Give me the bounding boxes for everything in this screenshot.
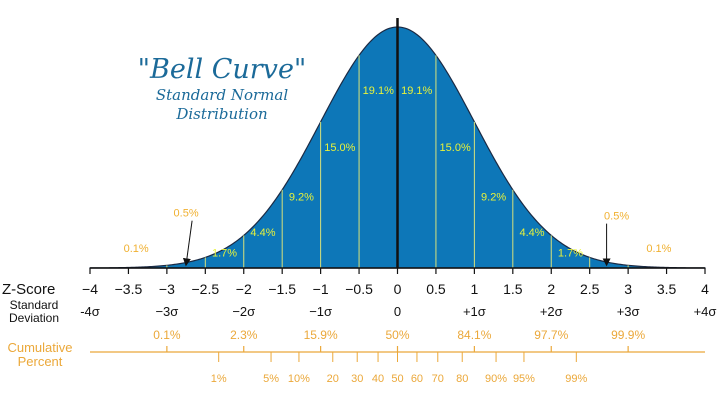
std-dev-tick-label: +2σ xyxy=(540,304,563,319)
region-percent-label: 1.7% xyxy=(558,247,583,259)
z-tick-label: 2 xyxy=(547,281,555,297)
cumulative-minor-label: 99% xyxy=(565,373,587,385)
cumulative-percent-axis: 0.1% 2.3% 15.9% 50% 84.1% 97.7% 99.9% 1% 5% 10% 20… xyxy=(90,328,705,385)
std-dev-axis: -4σ −3σ −2σ −1σ 0 +1σ +2σ +3σ +4σ xyxy=(80,304,716,319)
cumulative-minor-label: 5% xyxy=(263,373,279,385)
cumulative-minor-label: 60 xyxy=(411,373,423,385)
cumulative-minor-label: 95% xyxy=(513,373,535,385)
sigma-dividers xyxy=(127,18,668,268)
z-score-axis: −4 −3.5 −3 −2.5 −2 −1.5 −1 −0.5 0 0.5 1 1.5 2 2.5 3 3.5… xyxy=(82,267,709,297)
tail-callout-arrow xyxy=(182,220,193,267)
z-tick-label: −4 xyxy=(82,281,98,297)
cumulative-major-label: 97.7% xyxy=(534,328,568,342)
cumulative-minor-label: 90% xyxy=(485,373,507,385)
region-percent-label: 19.1% xyxy=(363,85,394,97)
region-percent-label: 1.7% xyxy=(212,247,237,259)
z-tick-label: 0 xyxy=(394,281,402,297)
z-tick-label: −3.5 xyxy=(115,281,143,297)
std-dev-axis-label-line2: Deviation xyxy=(9,311,59,325)
std-dev-tick-label: −1σ xyxy=(309,304,332,319)
cumulative-minor-label: 50 xyxy=(391,373,403,385)
z-tick-label: 0.5 xyxy=(426,281,446,297)
region-percent-label: 4.4% xyxy=(519,227,544,239)
cumulative-minor-label: 20 xyxy=(327,373,339,385)
z-tick-label: 1.5 xyxy=(503,281,523,297)
region-percent-label: 19.1% xyxy=(401,85,432,97)
cumulative-major-label: 99.9% xyxy=(611,328,645,342)
z-tick-label: 2.5 xyxy=(580,281,600,297)
region-percent-label: 0.1% xyxy=(646,243,671,255)
tail-callouts: 0.5% 0.5% xyxy=(174,208,629,267)
cumulative-major-label: 15.9% xyxy=(304,328,338,342)
z-tick-label: 1 xyxy=(470,281,478,297)
z-tick-label: 4 xyxy=(701,281,709,297)
region-percent-label: 9.2% xyxy=(481,192,506,204)
z-tick-label: −2 xyxy=(236,281,252,297)
z-tick-label: −1 xyxy=(313,281,329,297)
std-dev-tick-label: −2σ xyxy=(232,304,255,319)
cumulative-axis-label-line1: Cumulative xyxy=(7,340,72,355)
cumulative-minor-label: 40 xyxy=(372,373,384,385)
std-dev-axis-label-line1: Standard xyxy=(10,298,59,312)
region-percent-label: 0.1% xyxy=(124,243,149,255)
std-dev-tick-label: 0 xyxy=(394,304,401,319)
std-dev-tick-label: +1σ xyxy=(463,304,486,319)
region-percent-labels: 19.1% 19.1% 15.0% 15.0% 9.2% 9.2% 4.4% 4.4% 1.7%… xyxy=(124,85,672,260)
chart-subtitle-line2: Distribution xyxy=(175,105,267,123)
z-tick-label: 3 xyxy=(624,281,632,297)
cumulative-major-label: 50% xyxy=(385,328,409,342)
region-percent-label: 15.0% xyxy=(324,142,355,154)
std-dev-tick-label: +3σ xyxy=(617,304,640,319)
z-tick-label: −2.5 xyxy=(191,281,219,297)
cumulative-minor-label: 1% xyxy=(211,373,227,385)
std-dev-tick-label: +4σ xyxy=(694,304,717,319)
tail-callout-label: 0.5% xyxy=(604,211,629,223)
cumulative-major-label: 0.1% xyxy=(153,328,181,342)
tail-callout-label: 0.5% xyxy=(174,208,199,220)
region-percent-label: 4.4% xyxy=(250,227,275,239)
cumulative-minor-label: 70 xyxy=(432,373,444,385)
region-percent-label: 15.0% xyxy=(440,142,471,154)
z-tick-label: −3 xyxy=(159,281,175,297)
cumulative-minor-label: 10% xyxy=(288,373,310,385)
std-dev-tick-label: -4σ xyxy=(80,304,100,319)
region-percent-label: 9.2% xyxy=(289,192,314,204)
cumulative-major-label: 2.3% xyxy=(230,328,258,342)
cumulative-major-label: 84.1% xyxy=(457,328,491,342)
chart-title: "Bell Curve" xyxy=(138,54,307,85)
chart-subtitle-line1: Standard Normal xyxy=(156,86,288,104)
z-tick-label: 3.5 xyxy=(657,281,677,297)
z-score-axis-label: Z-Score xyxy=(2,281,55,298)
z-tick-label: −1.5 xyxy=(268,281,296,297)
cumulative-axis-label-line2: Percent xyxy=(18,354,63,369)
std-dev-tick-label: −3σ xyxy=(155,304,178,319)
cumulative-minor-label: 30 xyxy=(351,373,363,385)
z-tick-label: −0.5 xyxy=(345,281,373,297)
cumulative-minor-label: 80 xyxy=(456,373,468,385)
